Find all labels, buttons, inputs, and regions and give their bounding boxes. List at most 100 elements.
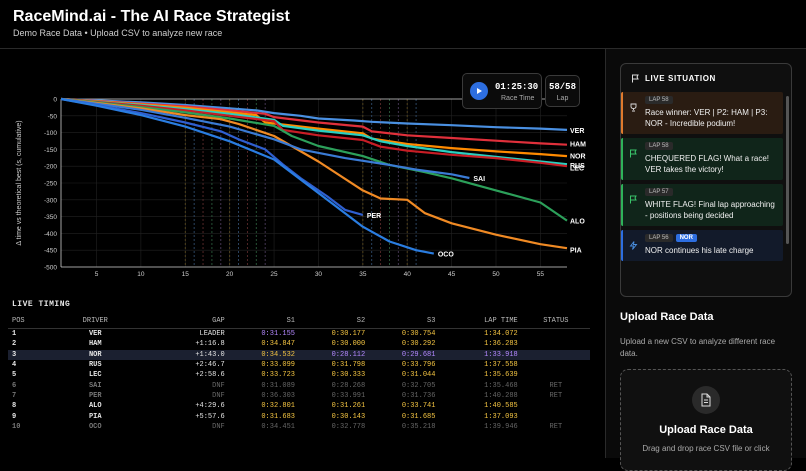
s2-cell: 0:30.000 bbox=[331, 340, 366, 349]
s1-cell: 0:34.847 bbox=[261, 340, 295, 349]
lap-time-cell: 1:40.585 bbox=[484, 402, 518, 411]
y-tick-label: -250 bbox=[44, 181, 57, 188]
main-panel: 0 -50 -100 -150 -200 -250 -300 -350 -400 -450 -500… bbox=[0, 49, 604, 458]
timing-row[interactable]: 10 OCO DNF 0:34.451 0:32.778 0:35.218 1:39.946… bbox=[8, 422, 590, 432]
s3-cell: 0:31.685 bbox=[401, 412, 436, 421]
series-label-nor: NOR bbox=[570, 153, 586, 160]
dropzone-description: Drag and drop race CSV file or click bbox=[642, 444, 770, 453]
col-s1: S1 bbox=[228, 314, 299, 329]
event-text: CHEQUERED FLAG! What a race! VER takes t… bbox=[645, 154, 770, 174]
driver-cell: ALO bbox=[88, 402, 102, 411]
x-tick-label: 50 bbox=[492, 271, 500, 278]
gap-cell: +4:29.6 bbox=[195, 402, 225, 411]
race-time-control: 01:25:30 Race Time bbox=[462, 73, 542, 109]
pos-cell: 6 bbox=[12, 381, 17, 390]
status-cell bbox=[522, 360, 590, 370]
status-cell: RET bbox=[549, 422, 563, 431]
y-tick-label: -400 bbox=[44, 231, 57, 238]
s1-cell: 0:34.532 bbox=[228, 349, 299, 360]
gap-cell: +1:43.0 bbox=[134, 349, 229, 360]
live-situation-header: LIVE SITUATION bbox=[631, 74, 716, 83]
series-label-lec: LEC bbox=[570, 166, 584, 173]
race-time-value: 01:25:30 bbox=[495, 82, 539, 92]
y-tick-label: -500 bbox=[44, 265, 57, 272]
event-text: WHITE FLAG! Final lap approaching - posi… bbox=[645, 200, 775, 220]
s1-cell: 0:31.155 bbox=[261, 330, 295, 339]
gap-cell: LEADER bbox=[199, 330, 225, 339]
series-label-ham: HAM bbox=[570, 141, 586, 148]
timing-row[interactable]: 4 RUS +2:46.7 0:33.099 0:31.798 0:33.796 1:37.… bbox=[8, 360, 590, 370]
pos-cell: 3 bbox=[8, 349, 57, 360]
col-lap-time: LAP TIME bbox=[439, 314, 522, 329]
event-feed[interactable]: LAP 58 Race winner: VER | P2: HAM | P3: N… bbox=[621, 92, 791, 265]
y-tick-label: -150 bbox=[44, 147, 57, 154]
lap-counter-value: 58/58 bbox=[548, 82, 576, 92]
y-axis-label: Δ time vs theoretical best (s, cumulativ… bbox=[16, 120, 23, 245]
race-gap-chart: 0 -50 -100 -150 -200 -250 -300 -350 -400 -450 -500… bbox=[16, 97, 586, 279]
x-tick-label: 15 bbox=[182, 271, 190, 278]
lap-time-cell: 1:35.468 bbox=[484, 381, 518, 390]
flag-icon bbox=[632, 74, 639, 83]
col-status: STATUS bbox=[521, 314, 590, 329]
status-cell bbox=[522, 329, 590, 340]
lap-counter: 58/58 Lap bbox=[545, 75, 580, 107]
event-lap-badge: LAP 58 bbox=[645, 96, 673, 104]
s1-cell: 0:31.089 bbox=[261, 381, 295, 390]
trophy-icon bbox=[629, 99, 638, 117]
event-card: LAP 56 NOR NOR continues his late charge bbox=[621, 230, 783, 261]
col-driver: DRIVER bbox=[56, 314, 135, 329]
s2-cell: 0:30.143 bbox=[331, 412, 366, 421]
upload-section-title: Upload Race Data bbox=[620, 311, 714, 323]
x-tick-label: 30 bbox=[315, 271, 323, 278]
status-cell bbox=[522, 339, 590, 349]
x-tick-label: 35 bbox=[359, 271, 367, 278]
col-pos: POS bbox=[8, 314, 57, 329]
timing-row[interactable]: 3 NOR +1:43.0 0:34.532 0:28.112 0:29.681 1:33.… bbox=[8, 349, 590, 360]
gap-cell: DNF bbox=[212, 391, 225, 400]
series-label-alo: ALO bbox=[570, 219, 585, 226]
timing-row[interactable]: 5 LEC +2:58.6 0:33.723 0:30.333 0:31.044 1:35.… bbox=[8, 370, 590, 380]
pos-cell: 10 bbox=[12, 422, 21, 431]
driver-cell: RUS bbox=[88, 361, 102, 370]
lap-time-cell: 1:37.093 bbox=[484, 412, 518, 421]
app-subtitle: Demo Race Data • Upload CSV to analyze n… bbox=[13, 28, 223, 38]
driver-cell: PIA bbox=[88, 412, 102, 421]
lap-time-cell: 1:39.946 bbox=[484, 422, 518, 431]
s3-cell: 0:31.044 bbox=[401, 371, 436, 380]
series-label-sai: SAI bbox=[473, 176, 485, 183]
status-cell bbox=[522, 401, 590, 411]
event-lap-badge: LAP 57 bbox=[645, 188, 673, 196]
series-line-sai bbox=[60, 97, 470, 180]
timing-row[interactable]: 2 HAM +1:16.8 0:34.847 0:30.000 0:30.292 1:36.… bbox=[8, 339, 590, 349]
driver-cell: LEC bbox=[88, 371, 102, 380]
timing-row[interactable]: 6 SAI DNF 0:31.089 0:28.268 0:32.705 1:35.468 R… bbox=[8, 380, 590, 390]
play-button[interactable] bbox=[470, 82, 488, 100]
timing-row[interactable]: 7 PER DNF 0:36.303 0:33.991 0:31.736 1:40.288 R… bbox=[8, 391, 590, 401]
y-tick-label: -350 bbox=[44, 214, 57, 221]
timing-row[interactable]: 8 ALO +4:29.6 0:32.801 0:31.261 0:33.741 1:40.… bbox=[8, 401, 590, 411]
s2-cell: 0:33.991 bbox=[331, 391, 366, 400]
upload-dropzone[interactable]: Upload Race Data Drag and drop race CSV … bbox=[620, 369, 792, 471]
play-icon bbox=[477, 88, 482, 94]
event-card: LAP 58 Race winner: VER | P2: HAM | P3: N… bbox=[621, 92, 783, 134]
series-line-ver bbox=[60, 97, 568, 131]
driver-cell: SAI bbox=[88, 381, 102, 390]
flag-icon bbox=[629, 191, 638, 209]
lap-time-cell: 1:36.283 bbox=[484, 340, 518, 349]
race-time-label: Race Time bbox=[501, 95, 535, 102]
driver-cell: OCO bbox=[88, 422, 102, 431]
status-cell bbox=[521, 349, 590, 360]
x-tick-label: 5 bbox=[95, 271, 99, 278]
status-cell bbox=[522, 370, 590, 380]
s2-cell: 0:30.177 bbox=[331, 330, 366, 339]
gap-cell: DNF bbox=[212, 381, 225, 390]
pos-cell: 4 bbox=[12, 361, 17, 370]
timing-row[interactable]: 9 PIA +5:57.6 0:31.683 0:30.143 0:31.685 1:37.… bbox=[8, 411, 590, 421]
series-label-pia: PIA bbox=[570, 248, 582, 255]
right-sidebar: LIVE SITUATION LAP 58 Race winner: VER | … bbox=[605, 49, 806, 471]
event-feed-scrollbar[interactable] bbox=[786, 96, 789, 244]
pos-cell: 9 bbox=[12, 412, 17, 421]
upload-description: Upload a new CSV to analyze different ra… bbox=[620, 337, 776, 358]
x-tick-label: 20 bbox=[226, 271, 234, 278]
timing-row[interactable]: 1 VER LEADER 0:31.155 0:30.177 0:30.754 1:34.0… bbox=[8, 329, 590, 340]
